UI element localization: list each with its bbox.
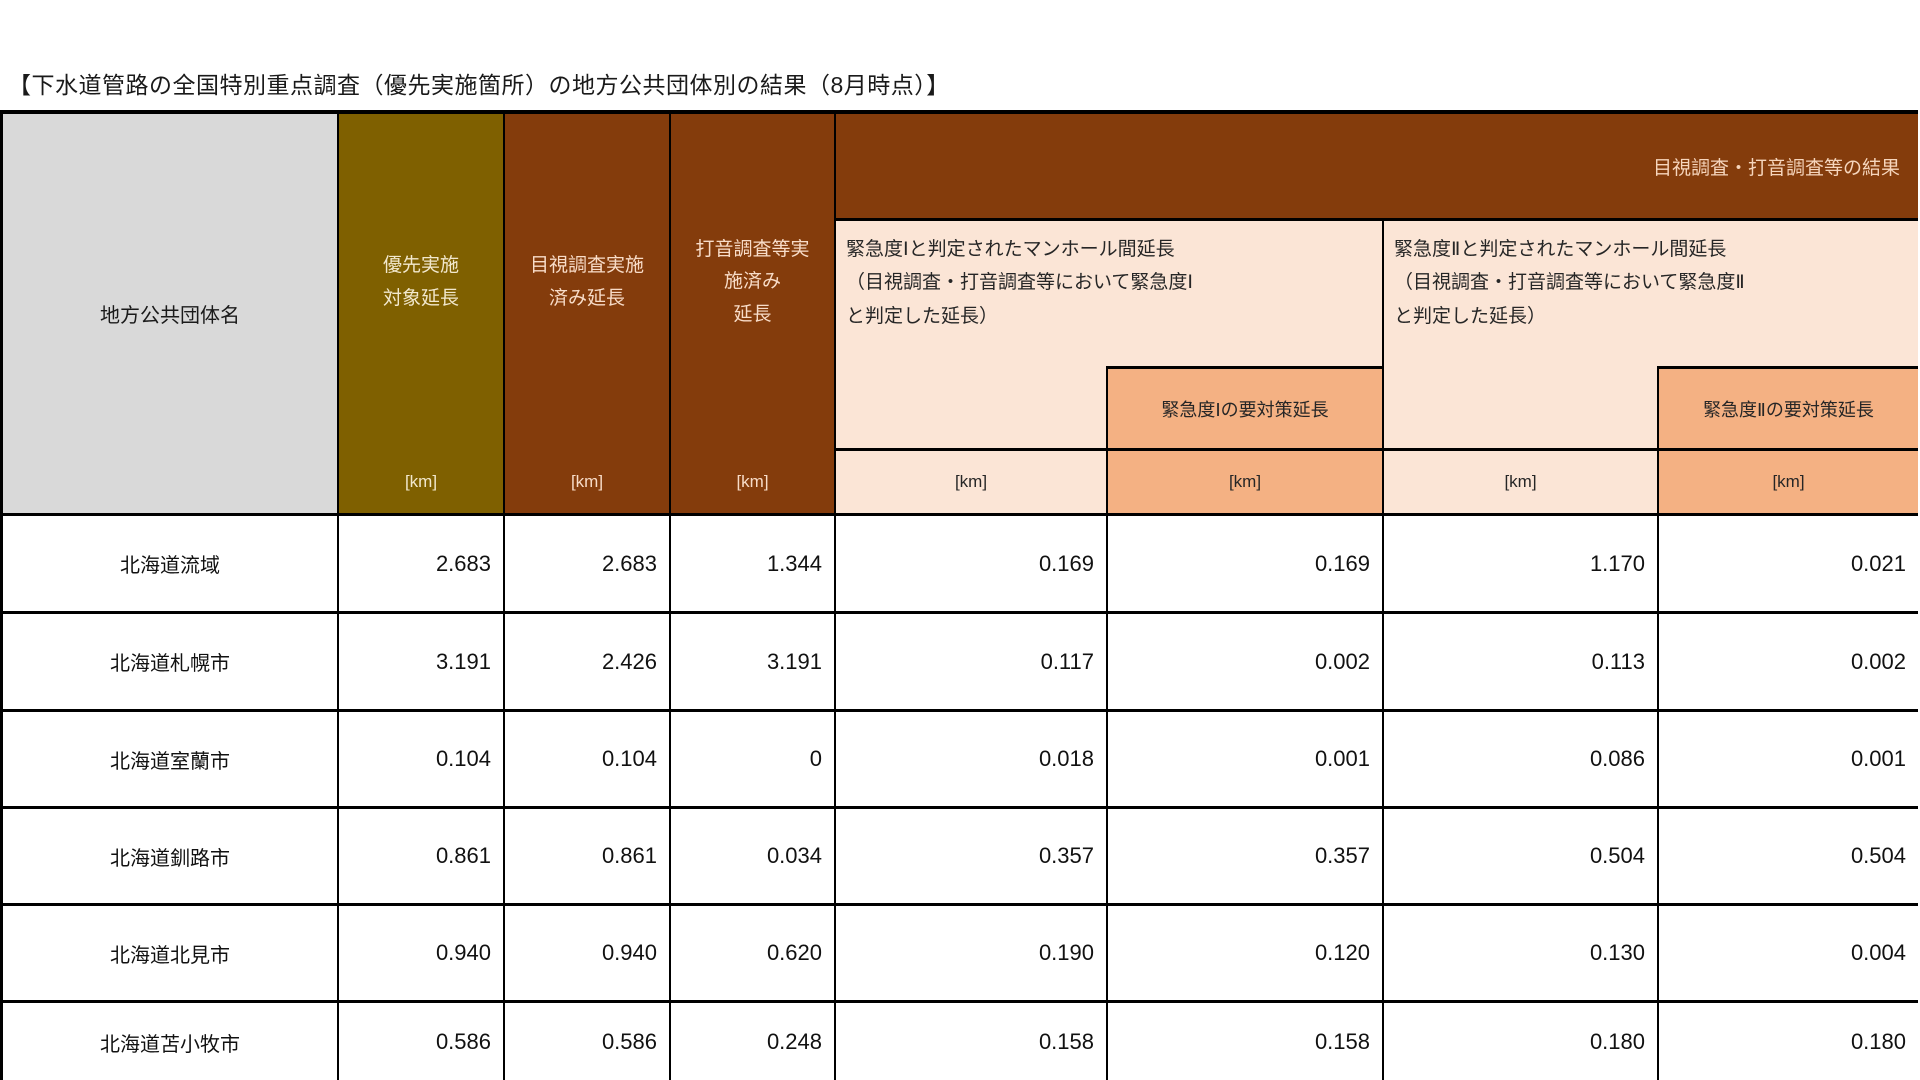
- header-line: 優先実施: [382, 255, 459, 277]
- cell-value: 0.180: [1659, 1003, 1918, 1080]
- unit-label: [km]: [404, 472, 438, 491]
- cell-value: 0.086: [1384, 712, 1657, 806]
- unit-label: [km]: [570, 472, 604, 491]
- cell-value: 0.104: [505, 712, 669, 806]
- group-line: 緊急度Ⅰと判定されたマンホール間延長: [846, 239, 1175, 260]
- row-name: 北海道室蘭市: [3, 712, 337, 806]
- banner-survey-results: 目視調査・打音調査等の結果: [836, 114, 1918, 218]
- group-header-urgency-2-label: 緊急度Ⅱと判定されたマンホール間延長 （目視調査・打音調査等において緊急度Ⅱ と…: [1384, 221, 1918, 333]
- cell-value: 0.940: [505, 906, 669, 1000]
- unit-label: [km]: [736, 472, 769, 491]
- row-name: 北海道釧路市: [3, 809, 337, 903]
- cell-value: 0.018: [836, 712, 1106, 806]
- cell-value: 0.169: [836, 516, 1106, 611]
- column-header-municipality: 地方公共団体名: [3, 114, 337, 513]
- column-header-visual-survey-done-label: 目視調査実施 済み延長: [505, 114, 669, 451]
- subheader-urgency-2-countermeasure-label: 緊急度Ⅱの要対策延長: [1703, 399, 1874, 420]
- cell-value: 0.190: [836, 906, 1106, 1000]
- cell-value: 0.004: [1659, 906, 1918, 1000]
- banner-survey-results-label: 目視調査・打音調査等の結果: [1652, 157, 1900, 179]
- group-line: 緊急度Ⅱと判定されたマンホール間延長: [1394, 239, 1727, 260]
- column-header-visual-survey-done-length: 目視調査実施 済み延長 [km]: [505, 114, 669, 513]
- unit-label: [km]: [836, 451, 1106, 513]
- row-name: 北海道苫小牧市: [3, 1003, 337, 1080]
- cell-value: 0.001: [1659, 712, 1918, 806]
- row-name: 北海道流域: [3, 516, 337, 611]
- cell-value: 0.357: [1108, 809, 1382, 903]
- cell-value: 0.504: [1659, 809, 1918, 903]
- cell-value: 3.191: [339, 614, 503, 709]
- cell-value: 0.001: [1108, 712, 1382, 806]
- cell-value: 2.683: [505, 516, 669, 611]
- group-header-urgency-1-label: 緊急度Ⅰと判定されたマンホール間延長 （目視調査・打音調査等において緊急度Ⅰ と…: [836, 221, 1382, 333]
- cell-value: 0.940: [339, 906, 503, 1000]
- cell-value: 0.169: [1108, 516, 1382, 611]
- group-line: と判定した延長）: [846, 305, 999, 327]
- subheader-urgency-2-countermeasure: 緊急度Ⅱの要対策延長: [1657, 366, 1918, 448]
- cell-value: 0.002: [1659, 614, 1918, 709]
- results-table: 地方公共団体名 優先実施 対象延長 [km] 目視調査実施 済み延長 [km] …: [0, 110, 1918, 1080]
- page-title: 【下水道管路の全国特別重点調査（優先実施箇所）の地方公共団体別の結果（8月時点）…: [8, 72, 950, 98]
- column-header-priority-target-length: 優先実施 対象延長 [km]: [339, 114, 503, 513]
- cell-value: 1.344: [671, 516, 834, 611]
- header-line: 延長: [733, 303, 772, 325]
- header-line: 目視調査実施: [529, 255, 644, 277]
- column-header-hammering-survey-done-length: 打音調査等実 施済み 延長 [km]: [671, 114, 834, 513]
- group-line: （目視調査・打音調査等において緊急度Ⅰ: [846, 272, 1194, 294]
- cell-value: 0.586: [339, 1003, 503, 1080]
- header-line: 施済み: [723, 271, 781, 293]
- cell-value: 0: [671, 712, 834, 806]
- group-line: （目視調査・打音調査等において緊急度Ⅱ: [1394, 272, 1745, 294]
- subheader-urgency-1-countermeasure: 緊急度Ⅰの要対策延長: [1106, 366, 1382, 448]
- cell-value: 0.861: [505, 809, 669, 903]
- cell-value: 0.620: [671, 906, 834, 1000]
- header-line: 済み延長: [548, 287, 625, 309]
- unit-label: [km]: [1384, 451, 1657, 513]
- cell-value: 0.248: [671, 1003, 834, 1080]
- cell-value: 2.426: [505, 614, 669, 709]
- cell-value: 0.113: [1384, 614, 1657, 709]
- cell-value: 0.180: [1384, 1003, 1657, 1080]
- header-line: 対象延長: [382, 287, 459, 309]
- cell-value: 0.504: [1384, 809, 1657, 903]
- unit-label: [km]: [1659, 451, 1918, 513]
- column-header-municipality-label: 地方公共団体名: [100, 305, 240, 327]
- column-header-hammering-survey-done-label: 打音調査等実 施済み 延長: [671, 114, 834, 451]
- cell-value: 0.117: [836, 614, 1106, 709]
- header-line: 打音調査等実: [695, 239, 810, 261]
- cell-value: 0.586: [505, 1003, 669, 1080]
- cell-value: 0.034: [671, 809, 834, 903]
- cell-value: 0.120: [1108, 906, 1382, 1000]
- group-header-urgency-1: 緊急度Ⅰと判定されたマンホール間延長 （目視調査・打音調査等において緊急度Ⅰ と…: [836, 221, 1382, 448]
- row-name: 北海道札幌市: [3, 614, 337, 709]
- cell-value: 2.683: [339, 516, 503, 611]
- row-name: 北海道北見市: [3, 906, 337, 1000]
- cell-value: 3.191: [671, 614, 834, 709]
- cell-value: 1.170: [1384, 516, 1657, 611]
- cell-value: 0.130: [1384, 906, 1657, 1000]
- cell-value: 0.158: [836, 1003, 1106, 1080]
- cell-value: 0.002: [1108, 614, 1382, 709]
- cell-value: 0.158: [1108, 1003, 1382, 1080]
- cell-value: 0.104: [339, 712, 503, 806]
- column-header-priority-target-length-label: 優先実施 対象延長: [339, 114, 503, 451]
- unit-label: [km]: [1108, 451, 1382, 513]
- cell-value: 0.021: [1659, 516, 1918, 611]
- cell-value: 0.861: [339, 809, 503, 903]
- group-header-urgency-2: 緊急度Ⅱと判定されたマンホール間延長 （目視調査・打音調査等において緊急度Ⅱ と…: [1384, 221, 1918, 448]
- cell-value: 0.357: [836, 809, 1106, 903]
- group-line: と判定した延長）: [1394, 305, 1547, 327]
- subheader-urgency-1-countermeasure-label: 緊急度Ⅰの要対策延長: [1161, 399, 1329, 420]
